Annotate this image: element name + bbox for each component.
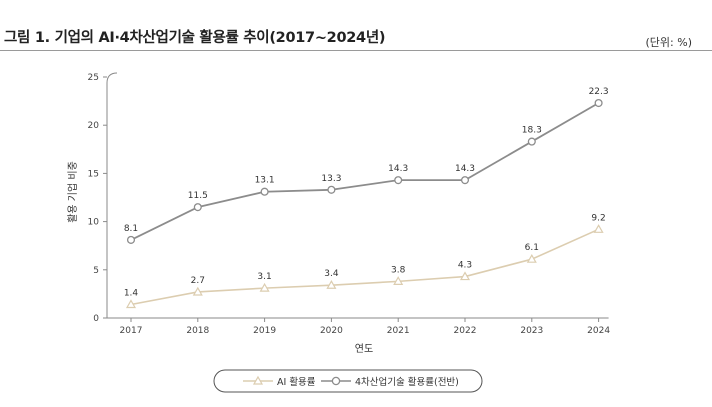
ai-data-point (459, 271, 471, 281)
tech-series-line (130, 102, 600, 241)
chart-legend: AI 활용률 4차산업기술 활용률(전반) (213, 369, 483, 393)
ai-data-point (393, 276, 404, 285)
tech-data-point (394, 176, 403, 185)
ai-data-label: 3.1 (257, 272, 271, 282)
tech-data-label: 11.5 (188, 191, 208, 201)
tech-data-label: 13.3 (321, 174, 341, 184)
ai-data-label: 6.1 (525, 243, 539, 253)
x-tick-label: 2018 (186, 326, 209, 336)
ai-data-point (259, 282, 270, 292)
tech-data-point (594, 98, 603, 108)
ai-data-point (125, 299, 137, 309)
x-axis-title: 연도 (355, 343, 373, 355)
title-divider (0, 50, 712, 51)
tech-data-label: 14.3 (388, 164, 408, 174)
unit-label: (단위: %) (645, 36, 692, 49)
y-axis-line (106, 72, 118, 318)
legend-tech-circle-icon (331, 376, 341, 386)
ai-data-label: 9.2 (591, 213, 605, 223)
y-axis-title: 활용 기업 비중 (66, 161, 79, 223)
y-tick-label: 25 (88, 73, 99, 83)
figure-title: 그림 1. 기업의 AI·4차산업기술 활용률 추이(2017~2024년) (4, 30, 386, 46)
x-tick-label: 2020 (320, 326, 343, 336)
x-tick-label: 2024 (587, 326, 610, 336)
ai-data-point (526, 253, 537, 263)
y-tick-label: 15 (88, 169, 99, 179)
tech-data-label: 14.3 (455, 164, 475, 174)
tech-data-point (527, 137, 536, 146)
x-tick-label: 2023 (520, 326, 543, 336)
y-tick-label: 0 (93, 314, 99, 324)
tech-data-label: 18.3 (522, 126, 542, 136)
legend-ai-triangle-icon (252, 375, 264, 385)
tech-data-point (260, 187, 269, 196)
x-tick-label: 2017 (120, 326, 143, 336)
y-tick-label: 10 (88, 218, 100, 228)
tech-data-label: 8.1 (124, 224, 138, 234)
ai-data-point (192, 286, 203, 296)
tech-data-point (460, 176, 470, 185)
ai-data-label: 2.7 (191, 276, 205, 286)
x-tick-label: 2019 (253, 326, 276, 336)
tech-data-point (327, 185, 336, 194)
ai-data-point (326, 280, 337, 289)
tech-data-point (126, 235, 136, 244)
ai-data-label: 1.4 (124, 289, 139, 299)
tech-data-point (193, 203, 202, 212)
chart-data-labels: 1.4 2.7 3.1 3.4 3.8 4.3 6.1 9.2 8.1 11.5 13.1 13.3 1… (124, 87, 609, 298)
x-tick-label: 2021 (387, 326, 410, 336)
y-tick-label: 20 (88, 121, 100, 131)
legend-ai-label: AI 활용률 (277, 376, 316, 388)
tech-data-label: 13.1 (255, 176, 275, 186)
legend-tech-label: 4차산업기술 활용률(전반) (355, 376, 459, 388)
ai-series-line (130, 228, 599, 306)
ai-data-label: 3.8 (391, 265, 406, 275)
ai-data-label: 4.3 (458, 261, 472, 271)
ai-data-label: 3.4 (324, 269, 339, 279)
tech-data-label: 22.3 (589, 87, 609, 97)
ai-data-point (593, 224, 604, 233)
chart-series (125, 98, 604, 309)
chart-axes: 0 5 10 15 20 25 2017 2018 2019 2020 2021 2022 2023 20… (88, 72, 610, 336)
x-tick-label: 2022 (454, 326, 477, 336)
y-tick-label: 5 (93, 266, 99, 276)
